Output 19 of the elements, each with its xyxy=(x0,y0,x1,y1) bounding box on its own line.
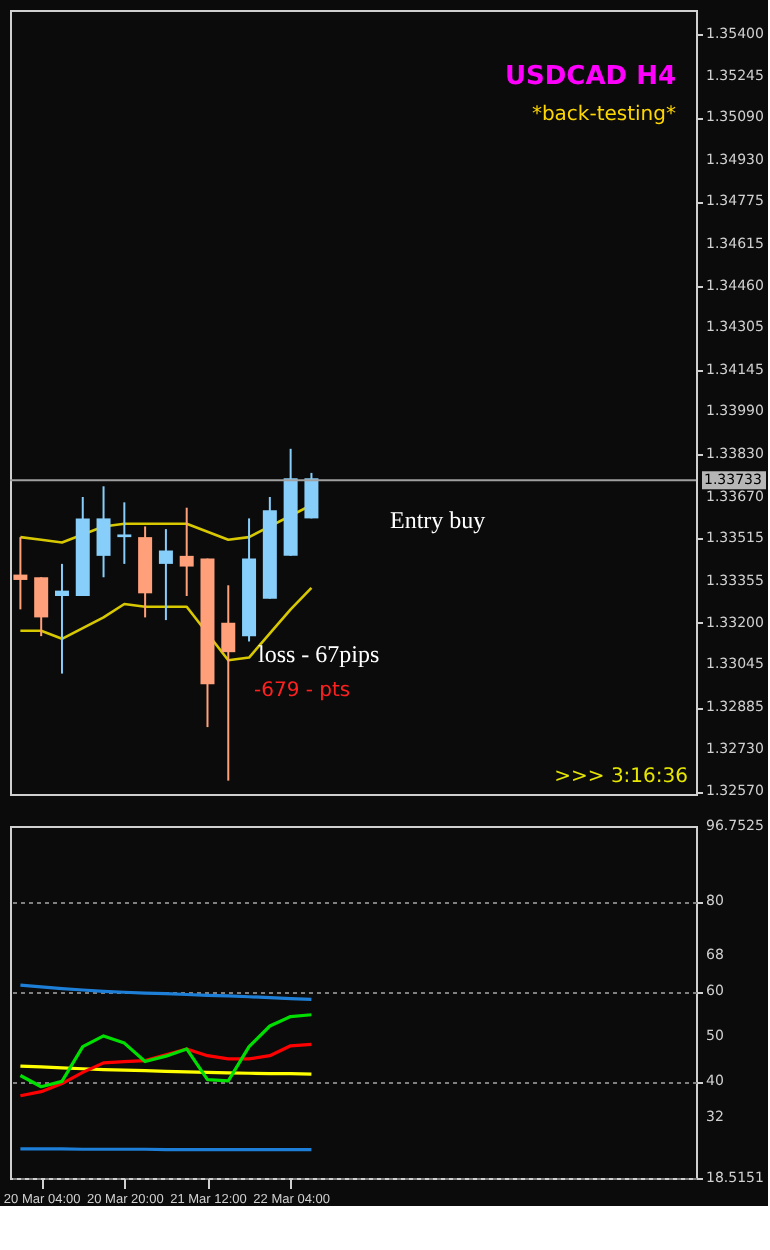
annotation: >>> 3:16:36 xyxy=(554,766,688,788)
candlestick xyxy=(158,528,173,622)
candlestick xyxy=(117,501,132,565)
candlestick xyxy=(34,576,49,638)
annotation: Entry buy xyxy=(390,506,486,534)
annotation: loss - 67pips xyxy=(258,640,381,668)
candlestick xyxy=(13,536,28,611)
candlestick xyxy=(221,584,236,782)
annotation: -679 - pts xyxy=(254,680,351,702)
line-series xyxy=(19,586,313,662)
candlestick xyxy=(179,506,194,597)
text: USDCAD H4 xyxy=(504,62,676,92)
text: *back-testing* xyxy=(531,104,676,126)
candlestick xyxy=(54,562,69,675)
line-series xyxy=(18,1042,314,1098)
candlestick xyxy=(304,471,319,520)
line-series xyxy=(18,1013,314,1089)
candlestick xyxy=(96,485,111,579)
line-series xyxy=(18,983,314,1002)
